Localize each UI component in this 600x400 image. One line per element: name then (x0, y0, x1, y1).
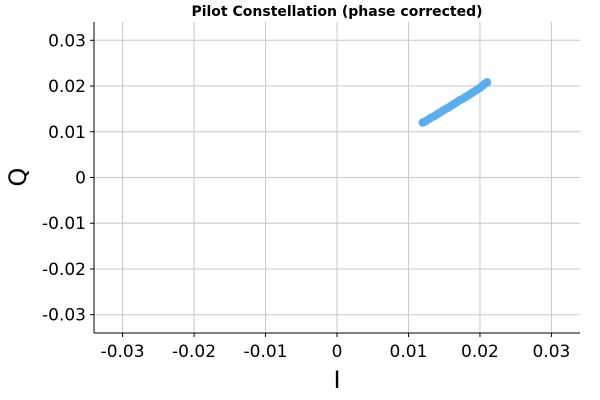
y-tick-label: -0.01 (42, 214, 86, 234)
y-tick-labels: 0.03 0.02 0.01 0 -0.01 -0.02 -0.03 (42, 31, 86, 325)
data-points (418, 78, 492, 127)
chart-title: Pilot Constellation (phase corrected) (191, 4, 482, 20)
x-tick-label: 0.02 (461, 342, 499, 362)
y-tick-label: 0.03 (48, 31, 86, 51)
x-tick-label: 0.03 (532, 342, 570, 362)
x-tick-label: -0.02 (172, 342, 216, 362)
x-tick-label: 0 (332, 342, 343, 362)
y-axis-title: Q (4, 168, 32, 187)
x-tick-label: 0.01 (390, 342, 428, 362)
x-tick-label: -0.03 (101, 342, 145, 362)
y-tick-label: 0.02 (48, 77, 86, 97)
x-tick-label: -0.01 (244, 342, 288, 362)
x-axis-title: I (333, 366, 340, 394)
y-tick-label: -0.02 (42, 260, 86, 280)
data-point (482, 78, 492, 87)
x-tick-labels: -0.03 -0.02 -0.01 0 0.01 0.02 0.03 (101, 342, 571, 362)
grid-layer (94, 22, 580, 333)
y-tick-label: -0.03 (42, 306, 86, 326)
axis-layer (90, 22, 580, 337)
y-tick-label: 0.01 (48, 123, 86, 143)
y-tick-label: 0 (75, 169, 86, 189)
